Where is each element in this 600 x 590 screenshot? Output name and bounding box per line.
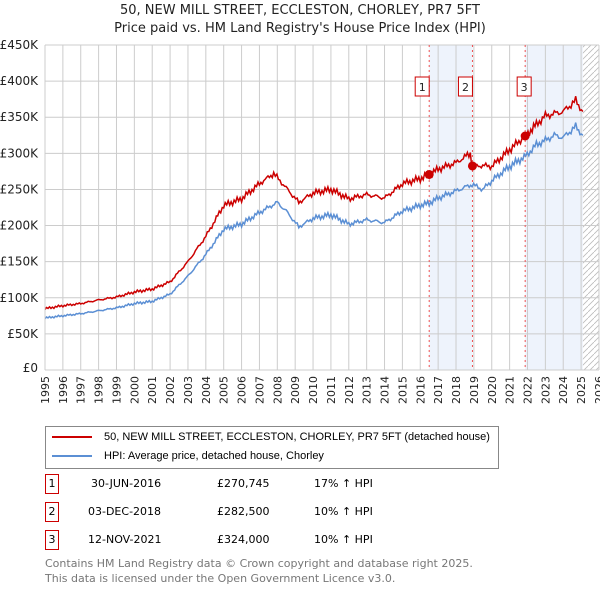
transaction-hpi: 10% ↑ HPI [314,533,373,546]
x-tick-label: 2019 [468,376,481,404]
x-tick-label: 2017 [432,376,445,404]
x-tick-label: 2012 [343,376,356,404]
transaction-row: 2 03-DEC-2018 £282,500 10% ↑ HPI [45,502,465,522]
x-tick-label: 2021 [504,376,517,404]
x-tick-label: 2013 [361,376,374,404]
x-tick-label: 2008 [271,376,284,404]
legend-red-line [52,436,92,438]
chart-subtitle: Price paid vs. HM Land Registry's House … [114,21,486,36]
chart-title: 50, NEW MILL STREET, ECCLESTON, CHORLEY,… [119,3,480,18]
x-tick-label: 2015 [396,376,409,404]
footer-line2: This data is licensed under the Open Gov… [45,572,396,585]
shaded-period [525,45,583,370]
y-tick-label: £150K [0,255,39,269]
sale-marker-box [516,76,532,97]
transaction-date: 12-NOV-2021 [88,533,162,546]
transaction-hpi: 17% ↑ HPI [314,477,373,490]
forecast-hatch [582,45,599,370]
legend-hpi: HPI: Average price, detached house, Chor… [104,450,324,462]
x-tick-label: 2006 [236,376,249,404]
sale-point [467,161,477,171]
transaction-price: £270,745 [217,477,270,490]
sale-point [520,131,530,141]
x-tick-label: 1997 [75,376,88,404]
transaction-price: £324,000 [217,533,270,546]
x-tick-label: 2000 [128,376,141,404]
sale-point [424,169,434,179]
x-tick-label: 2002 [164,376,177,404]
series-line [44,122,584,320]
transaction-row: 3 12-NOV-2021 £324,000 10% ↑ HPI [45,530,465,550]
y-tick-label: £400K [0,74,39,88]
series-line [44,96,584,311]
transaction-date: 30-JUN-2016 [91,477,162,490]
x-tick-label: 2010 [307,376,320,404]
x-tick-label: 2024 [557,376,570,404]
transaction-row: 1 30-JUN-2016 £270,745 17% ↑ HPI [45,474,465,494]
x-tick-label: 2011 [325,376,338,404]
x-tick-label: 2007 [253,376,266,404]
y-tick-label: £100K [0,291,39,305]
y-tick-label: £350K [0,110,39,124]
x-tick-label: 2020 [486,376,499,404]
x-tick-label: 2018 [450,376,463,404]
y-tick-label: £50K [7,327,39,341]
legend-blue-line [52,455,92,457]
marker-number: 1 [45,474,59,494]
marker-number: 3 [45,530,59,550]
x-tick-label: 2009 [289,376,302,404]
x-tick-label: 2014 [379,376,392,404]
transaction-price: £282,500 [217,505,270,518]
x-tick-label: 2001 [146,376,159,404]
sale-marker-label: 3 [521,81,528,94]
y-tick-label: £300K [0,146,39,160]
x-tick-label: 2016 [414,376,427,404]
y-tick-label: £450K [0,38,39,52]
marker-number: 2 [45,502,59,522]
x-tick-label: 2026 [593,376,600,404]
legend: 50, NEW MILL STREET, ECCLESTON, CHORLEY,… [45,426,499,469]
sale-marker-box [457,76,473,97]
x-tick-label: 2003 [182,376,195,404]
x-tick-label: 1995 [39,376,52,404]
x-tick-label: 1998 [93,376,106,404]
x-tick-label: 2023 [539,376,552,404]
y-tick-label: £250K [0,182,39,196]
footer-line1: Contains HM Land Registry data © Crown c… [45,557,473,570]
y-tick-label: £0 [23,361,38,375]
sale-marker-box [414,76,430,97]
sale-marker-label: 2 [462,81,469,94]
x-tick-label: 2004 [200,376,213,404]
shaded-period [429,45,473,370]
y-tick-label: £200K [0,219,39,233]
transaction-hpi: 10% ↑ HPI [314,505,373,518]
x-tick-label: 1999 [110,376,123,404]
sale-marker-label: 1 [419,81,426,94]
transaction-date: 03-DEC-2018 [88,505,162,518]
x-tick-label: 2022 [521,376,534,404]
price-chart: 1995 1996 1997 1998 1999 2000 2001 2002 2003 2004… [0,38,600,404]
x-tick-label: 2025 [575,376,588,404]
x-tick-label: 2005 [218,376,231,404]
legend-property: 50, NEW MILL STREET, ECCLESTON, CHORLEY,… [104,431,490,443]
x-tick-label: 1996 [57,376,70,404]
